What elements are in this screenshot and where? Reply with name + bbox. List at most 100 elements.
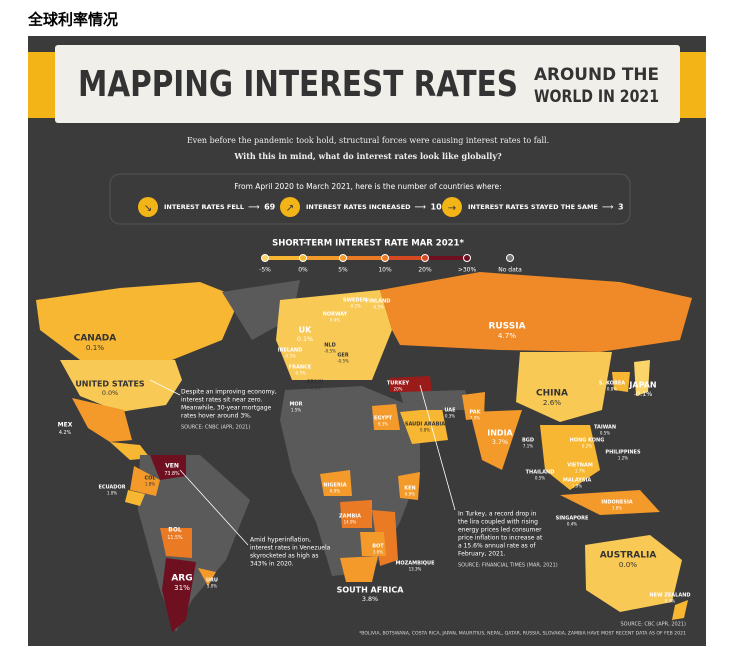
annotation-line: Despite an improving economy, xyxy=(181,389,277,396)
summary-icon xyxy=(442,197,462,217)
region xyxy=(340,556,378,582)
country-name: ECUADOR xyxy=(98,485,125,491)
banner-card xyxy=(55,45,680,123)
country-rate: 0.3% xyxy=(445,414,455,419)
summary-label: INTEREST RATES FELL xyxy=(164,203,244,211)
country-rate: 5.0% xyxy=(207,584,217,589)
country-rate: 0.0% xyxy=(619,560,637,569)
country-name: BOL xyxy=(168,527,182,534)
country-rate: -0.5% xyxy=(284,354,296,359)
country-rate: 6.9% xyxy=(405,492,415,497)
legend-swatch xyxy=(463,254,471,262)
summary-arrow: ⟶ xyxy=(248,203,260,212)
country-name: VEN xyxy=(165,463,179,470)
country-name: MALAYSIA xyxy=(563,478,592,484)
annotation-line: rates hover around 3%. xyxy=(181,413,252,420)
country-rate: 9.3% xyxy=(378,422,388,427)
map xyxy=(36,272,692,632)
annotation-line: Meanwhile, 30-year mortgage xyxy=(181,405,272,412)
summary-count: 10 xyxy=(431,203,443,212)
leader xyxy=(149,379,181,396)
legend-label: No data xyxy=(498,267,522,274)
region xyxy=(162,558,196,632)
country-name: UK xyxy=(299,326,312,335)
icon-arrow: → xyxy=(448,203,456,214)
region xyxy=(470,410,522,470)
country-rate: 20% xyxy=(394,387,403,392)
region xyxy=(612,372,630,392)
summary-heading: From April 2020 to March 2021, here is t… xyxy=(234,182,501,191)
region xyxy=(36,282,240,360)
summary-box xyxy=(109,173,631,225)
country-rate: 14.9% xyxy=(344,520,357,525)
legend-swatch xyxy=(299,254,307,262)
summary-count: 69 xyxy=(264,203,276,212)
annotation-line: price inflation to increase at xyxy=(458,535,543,542)
summary-icon xyxy=(138,197,158,217)
legend-swatch xyxy=(339,254,347,262)
country-name: HONG KONG xyxy=(570,438,605,444)
region xyxy=(222,280,300,340)
annotation-line: energy prices led consumer xyxy=(458,527,542,534)
country-rate: 3.8% xyxy=(362,595,378,603)
region xyxy=(276,290,392,380)
country-rate: 0.1% xyxy=(297,335,313,343)
country-name: URU xyxy=(206,578,218,584)
summary-label: INTEREST RATES STAYED THE SAME xyxy=(468,203,598,211)
country-name: FRANCE xyxy=(289,365,312,371)
country-rate: 7.1% xyxy=(523,444,533,449)
country-name: MEX xyxy=(58,422,73,429)
country-name: PHILIPPINES xyxy=(605,450,641,456)
country-name: INDONESIA xyxy=(601,500,633,506)
summary-arrow: ⟶ xyxy=(602,203,614,212)
country-name: SWEDEN xyxy=(343,298,367,304)
annotation-line: a 15.6% annual rate as of xyxy=(458,543,536,550)
country-name: INDIA xyxy=(487,429,513,438)
legend-swatch xyxy=(506,254,514,262)
page-title: 全球利率情况 xyxy=(27,11,118,29)
country-name: RUSSIA xyxy=(488,322,525,332)
country-rate: 0.3% xyxy=(665,599,675,604)
legend-label: 0% xyxy=(298,267,308,274)
country-rate: -0.5% xyxy=(309,386,321,391)
region xyxy=(150,455,186,480)
country-rate: 1.5% xyxy=(291,408,301,413)
country-name: BGD xyxy=(522,438,534,444)
country-rate: 0.4% xyxy=(330,318,340,323)
region xyxy=(400,408,448,444)
annotation-line: the lira coupled with rising xyxy=(458,519,538,526)
country-rate: 0.4% xyxy=(567,522,577,527)
country-rate: 0.5% xyxy=(600,431,610,436)
country-name: JAPAN xyxy=(628,381,656,390)
legend-swatch xyxy=(421,254,429,262)
country-rate: 1.9% xyxy=(572,484,582,489)
country-rate: 0.1% xyxy=(86,343,104,352)
country-name: COL xyxy=(144,476,156,482)
leader xyxy=(179,469,249,546)
country-name: BOT xyxy=(372,544,384,550)
country-rate: -0.2% xyxy=(349,304,361,309)
country-name: CANADA xyxy=(74,334,117,344)
country-name: NEW ZEALAND xyxy=(649,593,690,599)
summary-arrow: ⟶ xyxy=(415,203,427,212)
region xyxy=(560,490,660,515)
country-name: SPAIN xyxy=(307,380,324,386)
intro: With this in mind, what do interest rate… xyxy=(233,151,502,161)
country-name: NORWAY xyxy=(323,312,348,318)
region xyxy=(160,528,192,558)
region xyxy=(360,532,386,556)
region xyxy=(516,352,612,422)
country-rate: 73.8% xyxy=(164,471,180,477)
region xyxy=(198,568,216,586)
country-rate: 4.2% xyxy=(59,430,72,436)
country-rate: 7.0% xyxy=(470,416,480,421)
country-rate: 11.5% xyxy=(167,535,183,541)
country-name: KEN xyxy=(404,486,415,492)
country-name: CHINA xyxy=(536,389,568,399)
country-name: UNITED STATES xyxy=(75,380,145,389)
region xyxy=(390,376,432,392)
region xyxy=(380,272,692,352)
legend-title: SHORT-TERM INTEREST RATE MAR 2021* xyxy=(272,239,464,249)
country-rate: 6.9% xyxy=(330,489,340,494)
annotation-source: SOURCE: CNBC (APR, 2021) xyxy=(181,425,250,431)
